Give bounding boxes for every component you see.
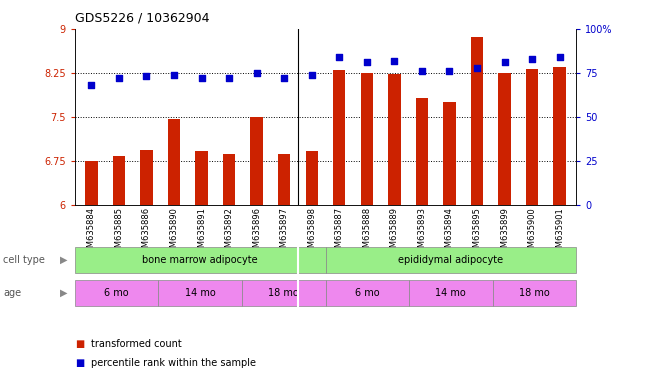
Bar [113, 156, 125, 205]
Point [499, 59, 510, 65]
Bar [333, 70, 346, 205]
Point [527, 56, 537, 62]
Bar [158, 280, 242, 306]
Bar [388, 74, 400, 205]
Bar [242, 280, 326, 306]
Bar [416, 98, 428, 205]
Point [472, 65, 482, 71]
Point [141, 73, 152, 79]
Text: 6 mo: 6 mo [355, 288, 380, 298]
Point [389, 58, 400, 64]
Bar [326, 247, 576, 273]
Text: epididymal adipocyte: epididymal adipocyte [398, 255, 503, 265]
Text: ■: ■ [75, 358, 84, 368]
Bar [471, 37, 483, 205]
Text: 14 mo: 14 mo [436, 288, 466, 298]
Point [279, 75, 290, 81]
Bar [498, 73, 511, 205]
Text: bone marrow adipocyte: bone marrow adipocyte [143, 255, 258, 265]
Point [361, 59, 372, 65]
Point [307, 72, 317, 78]
Bar [278, 154, 290, 205]
Text: 18 mo: 18 mo [519, 288, 549, 298]
Bar [85, 161, 98, 205]
Bar [493, 280, 576, 306]
Bar [326, 280, 409, 306]
Text: 6 mo: 6 mo [104, 288, 129, 298]
Point [334, 54, 344, 60]
Bar [526, 70, 538, 205]
Bar [361, 73, 373, 205]
Bar [195, 151, 208, 205]
Text: transformed count: transformed count [91, 339, 182, 349]
Bar [140, 150, 153, 205]
Text: ▶: ▶ [59, 288, 67, 298]
Bar [305, 151, 318, 205]
Point [197, 75, 207, 81]
Point [444, 68, 454, 74]
Point [86, 82, 96, 88]
Point [169, 72, 179, 78]
Point [224, 75, 234, 81]
Text: ▶: ▶ [59, 255, 67, 265]
Bar [443, 103, 456, 205]
Bar [75, 280, 158, 306]
Bar [75, 247, 326, 273]
Point [555, 54, 565, 60]
Text: cell type: cell type [3, 255, 45, 265]
Bar [553, 67, 566, 205]
Text: GDS5226 / 10362904: GDS5226 / 10362904 [75, 12, 210, 25]
Text: age: age [3, 288, 21, 298]
Bar [251, 117, 263, 205]
Point [417, 68, 427, 74]
Text: 14 mo: 14 mo [185, 288, 215, 298]
Bar [223, 154, 235, 205]
Text: 18 mo: 18 mo [268, 288, 299, 298]
Text: ■: ■ [75, 339, 84, 349]
Bar [168, 119, 180, 205]
Point [114, 75, 124, 81]
Point [251, 70, 262, 76]
Bar [409, 280, 493, 306]
Text: percentile rank within the sample: percentile rank within the sample [91, 358, 256, 368]
